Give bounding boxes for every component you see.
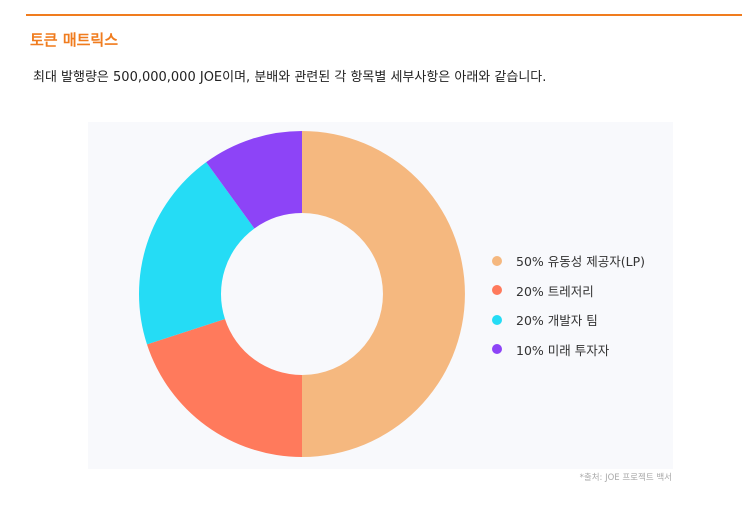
donut-slice-3 [138,162,255,345]
legend-swatch-3 [492,314,502,325]
legend-item-1: 50% 유동성 제공자(LP) [492,246,645,276]
top-divider [26,14,742,16]
legend-item-3: 20% 개발자 팀 [492,305,645,335]
legend-label-3: 20% 개발자 팀 [516,313,598,329]
section-title: 토큰 매트릭스 [30,31,119,49]
token-distribution-chart: 50% 유동성 제공자(LP) 20% 트레저리 20% 개발자 팀 10% 미래 투… [88,122,673,469]
legend-label-2: 20% 트레저리 [516,283,594,299]
chart-legend: 50% 유동성 제공자(LP) 20% 트레저리 20% 개발자 팀 10% 미래 투… [492,246,645,364]
legend-swatch-1 [492,255,502,266]
legend-swatch-4 [492,344,502,355]
donut-slice-4 [206,131,302,229]
donut-slice-2 [146,319,302,457]
donut-slice-1 [302,131,465,457]
legend-item-4: 10% 미래 투자자 [492,335,645,365]
intro-text: 최대 발행량은 500,000,000 JOE이며, 분배와 관련된 각 항목별… [33,70,547,85]
legend-item-2: 20% 트레저리 [492,276,645,306]
legend-label-4: 10% 미래 투자자 [516,342,610,358]
legend-label-1: 50% 유동성 제공자(LP) [516,254,645,270]
legend-swatch-2 [492,285,502,296]
donut-chart [138,131,465,457]
source-note: *출처: JOE 프로젝트 백서 [579,473,672,483]
